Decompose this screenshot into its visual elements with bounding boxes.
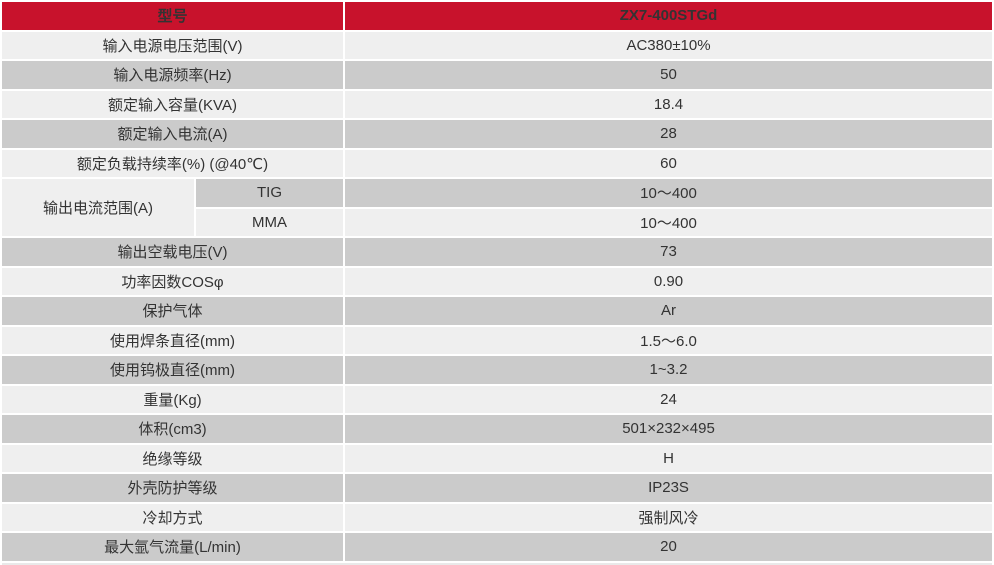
spec-row-input-voltage: 输入电源电压范围(V) AC380±10%: [2, 31, 993, 59]
spec-value-cell: H: [345, 444, 993, 472]
spec-value-cell: 60: [345, 149, 993, 177]
spec-label-cell: 保护气体: [2, 297, 344, 325]
spec-label-cell: 绝缘等级: [2, 444, 344, 472]
spec-value-cell: 20: [345, 533, 993, 561]
spec-value-cell: 50: [345, 61, 993, 89]
spec-value-cell: 73: [345, 238, 993, 266]
spec-row-cooling-method: 冷却方式 强制风冷: [2, 503, 993, 531]
model-header-row: 型号 ZX7-400STGd: [2, 2, 993, 30]
spec-row-rated-input-current: 额定输入电流(A) 28: [2, 120, 993, 148]
spec-label-cell: 额定输入容量(KVA): [2, 90, 344, 118]
spec-label-cell: 最大氩气流量(L/min): [2, 533, 344, 561]
spec-label-cell: 体积(cm3): [2, 415, 344, 443]
spec-value-cell: Ar: [345, 297, 993, 325]
spec-merged-label-cell: 输出电流范围(A): [2, 179, 194, 236]
spec-sub-label-cell: MMA: [196, 208, 344, 236]
spec-label-cell: 输入电源电压范围(V): [2, 31, 344, 59]
spec-row-electrode-diameter: 使用焊条直径(mm) 1.5～6.0: [2, 326, 993, 354]
spec-value-cell: AC380±10%: [345, 31, 993, 59]
spec-value-cell: 0.90: [345, 267, 993, 295]
spec-row-power-factor: 功率因数COSφ 0.90: [2, 267, 993, 295]
spec-row-output-current-tig: 输出电流范围(A) TIG 10～400: [2, 179, 993, 236]
spec-label-cell: 外壳防护等级: [2, 474, 344, 502]
spec-label-cell: 使用钨极直径(mm): [2, 356, 344, 384]
spec-value-cell: 1~3.2: [345, 356, 993, 384]
spec-row-output-current-mma: MMA 10～400: [2, 208, 993, 236]
spec-row-volume: 体积(cm3) 501×232×495: [2, 415, 993, 443]
spec-label-cell: 功率因数COSφ: [2, 267, 344, 295]
spec-row-tungsten-diameter: 使用钨极直径(mm) 1~3.2: [2, 356, 993, 384]
spec-label-cell: 重量(Kg): [2, 385, 344, 413]
spec-row-weight: 重量(Kg) 24: [2, 385, 993, 413]
spec-value-cell: 强制风冷: [345, 503, 993, 531]
spec-value-cell: IP23S: [345, 474, 993, 502]
spec-value-cell: 24: [345, 385, 993, 413]
model-header-label: 型号: [2, 2, 344, 30]
spec-value-cell: 28: [345, 120, 993, 148]
spec-sub-label-cell: TIG: [196, 179, 344, 207]
spec-row-rated-input-capacity: 额定输入容量(KVA) 18.4: [2, 90, 993, 118]
spec-label-cell: 输入电源频率(Hz): [2, 61, 344, 89]
spec-value-cell: 18.4: [345, 90, 993, 118]
next-row-partial-sliver: [2, 562, 992, 565]
spec-value-cell: 1.5～6.0: [345, 326, 993, 354]
spec-value-cell: 10～400: [345, 208, 993, 236]
spec-row-max-argon-flow: 最大氩气流量(L/min) 20: [2, 533, 993, 561]
spec-label-cell: 冷却方式: [2, 503, 344, 531]
spec-row-input-frequency: 输入电源频率(Hz) 50: [2, 61, 993, 89]
spec-row-duty-cycle: 额定负载持续率(%) (@40℃) 60: [2, 149, 993, 177]
model-header-value: ZX7-400STGd: [345, 2, 993, 30]
spec-row-insulation-class: 绝缘等级 H: [2, 444, 993, 472]
spec-label-cell: 使用焊条直径(mm): [2, 326, 344, 354]
spec-label-cell: 输出空载电压(V): [2, 238, 344, 266]
spec-value-cell: 10～400: [345, 179, 993, 207]
spec-value-cell: 501×232×495: [345, 415, 993, 443]
spec-label-cell: 额定输入电流(A): [2, 120, 344, 148]
spec-row-shielding-gas: 保护气体 Ar: [2, 297, 993, 325]
spec-row-no-load-voltage: 输出空载电压(V) 73: [2, 238, 993, 266]
spec-label-cell: 额定负载持续率(%) (@40℃): [2, 149, 344, 177]
spec-row-protection-class: 外壳防护等级 IP23S: [2, 474, 993, 502]
